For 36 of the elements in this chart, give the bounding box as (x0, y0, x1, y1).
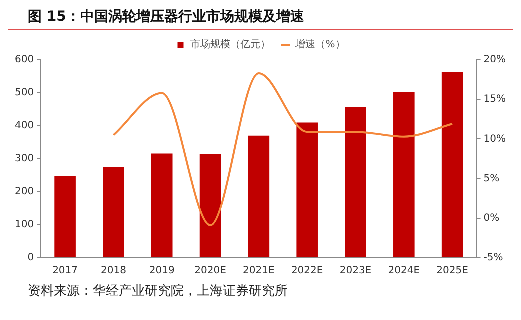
bar (442, 72, 464, 258)
y-tick-label: 0 (28, 252, 34, 264)
x-tick-label: 2021E (243, 266, 275, 277)
bar (296, 122, 318, 258)
text: 资料来源：华经产业研究院，上海证券研究所 (27, 283, 289, 300)
bar (54, 176, 76, 258)
y-tick-label: 600 (14, 54, 34, 66)
line-series (112, 72, 454, 227)
x-tick-label: 2022E (291, 266, 324, 277)
legend-label: 市场规模（亿元） (190, 38, 271, 51)
bar (200, 154, 222, 258)
x-tick-label: 2024E (388, 266, 420, 277)
bar (248, 136, 270, 258)
x-tick-label: 2019 (149, 266, 175, 277)
y2-tick-label: 15% (484, 94, 506, 106)
y-tick-label: 200 (14, 186, 34, 198)
bar (345, 108, 366, 258)
x-tick-label: 2023E (340, 266, 372, 277)
y-tick-label: 400 (14, 120, 34, 132)
legend-label: 增速（%） (294, 38, 346, 51)
y2-tick-label: 5% (484, 173, 500, 184)
bar (151, 154, 173, 258)
y2-tick-label: 0% (484, 212, 500, 224)
x-tick-label: 2018 (100, 266, 126, 277)
chart-title: 图 15：中国涡轮增压器行业市场规模及增速 (8, 8, 513, 30)
y2-tick-label: 10% (484, 134, 506, 145)
y-tick-label: 100 (14, 220, 34, 231)
y-tick-label: 300 (14, 154, 34, 165)
bar (394, 92, 415, 258)
y-tick-label: 500 (14, 88, 34, 99)
y2-tick-label: 20% (484, 54, 506, 66)
y2-tick-label: -5% (484, 252, 504, 264)
x-tick-label: 2025E (436, 266, 468, 277)
x-tick-label: 2017 (52, 266, 78, 277)
x-tick-label: 2020E (194, 266, 226, 277)
bar (103, 167, 124, 258)
